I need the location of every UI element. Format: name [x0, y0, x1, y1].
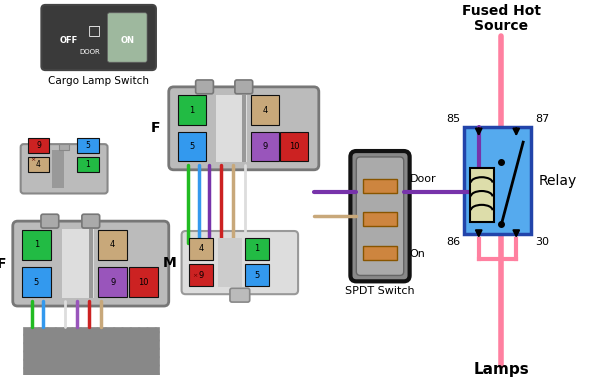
- Bar: [251, 132, 279, 161]
- Bar: [464, 127, 531, 234]
- Text: 4: 4: [110, 240, 115, 249]
- Text: 5: 5: [254, 271, 260, 280]
- Bar: [89, 229, 93, 298]
- Text: OFF: OFF: [60, 36, 78, 45]
- Bar: [245, 264, 269, 286]
- Text: 5: 5: [34, 278, 39, 287]
- Text: 30: 30: [535, 237, 549, 247]
- Bar: [23, 327, 159, 375]
- FancyBboxPatch shape: [181, 231, 298, 294]
- Text: □: □: [88, 23, 101, 38]
- Text: F: F: [151, 121, 161, 135]
- FancyBboxPatch shape: [196, 80, 213, 94]
- Text: 1: 1: [189, 106, 194, 114]
- FancyBboxPatch shape: [21, 144, 107, 194]
- Bar: [51, 150, 64, 188]
- Text: M: M: [163, 255, 177, 269]
- Bar: [98, 267, 128, 297]
- Text: 10: 10: [289, 142, 300, 151]
- Bar: [59, 144, 69, 150]
- Text: On: On: [409, 249, 425, 259]
- Bar: [364, 246, 397, 260]
- Text: 85: 85: [446, 114, 460, 124]
- Bar: [77, 157, 99, 172]
- Bar: [77, 138, 99, 153]
- Text: Relay: Relay: [539, 174, 577, 188]
- Text: Door: Door: [409, 174, 436, 184]
- Text: SPDT Switch: SPDT Switch: [345, 286, 415, 296]
- FancyBboxPatch shape: [356, 157, 404, 276]
- FancyBboxPatch shape: [235, 80, 253, 94]
- Text: 1: 1: [85, 160, 90, 169]
- FancyBboxPatch shape: [107, 13, 147, 62]
- Text: 4: 4: [36, 160, 41, 169]
- Text: 4: 4: [262, 106, 267, 114]
- Text: DOOR: DOOR: [80, 49, 100, 55]
- Bar: [28, 157, 49, 172]
- Bar: [28, 138, 49, 153]
- Bar: [189, 238, 213, 260]
- FancyBboxPatch shape: [169, 87, 319, 170]
- Bar: [242, 95, 246, 162]
- Text: 1: 1: [34, 240, 39, 249]
- Text: 1: 1: [254, 244, 260, 253]
- Text: 9: 9: [199, 271, 204, 280]
- Text: 5: 5: [85, 141, 90, 150]
- FancyBboxPatch shape: [351, 151, 409, 281]
- Bar: [129, 267, 158, 297]
- Text: 4: 4: [199, 244, 204, 253]
- Text: 5: 5: [189, 142, 194, 151]
- Bar: [470, 168, 493, 222]
- Text: Cargo Lamp Switch: Cargo Lamp Switch: [48, 76, 149, 86]
- Text: 9: 9: [262, 142, 267, 151]
- Bar: [280, 132, 308, 161]
- Text: 9: 9: [36, 141, 41, 150]
- Bar: [218, 238, 242, 287]
- FancyBboxPatch shape: [41, 214, 59, 228]
- FancyBboxPatch shape: [13, 221, 169, 306]
- Text: ×: ×: [192, 273, 197, 278]
- Text: 10: 10: [138, 278, 148, 287]
- Bar: [178, 132, 206, 161]
- Text: Source: Source: [474, 19, 528, 33]
- Bar: [98, 230, 128, 260]
- Bar: [61, 229, 94, 298]
- Bar: [216, 95, 246, 162]
- Text: 9: 9: [110, 278, 115, 287]
- FancyBboxPatch shape: [230, 288, 249, 302]
- FancyBboxPatch shape: [82, 214, 100, 228]
- Text: ×: ×: [30, 157, 35, 163]
- Bar: [21, 230, 51, 260]
- Bar: [364, 212, 397, 226]
- Bar: [251, 96, 279, 125]
- Text: 86: 86: [446, 237, 460, 247]
- Bar: [364, 179, 397, 193]
- Bar: [245, 238, 269, 260]
- Text: ON: ON: [120, 36, 134, 45]
- Bar: [189, 264, 213, 286]
- Text: F: F: [0, 257, 7, 271]
- Bar: [21, 267, 51, 297]
- Bar: [178, 96, 206, 125]
- FancyBboxPatch shape: [42, 5, 156, 70]
- Text: 87: 87: [535, 114, 549, 124]
- Text: Fused Hot: Fused Hot: [462, 4, 541, 18]
- Text: Lamps: Lamps: [474, 362, 529, 377]
